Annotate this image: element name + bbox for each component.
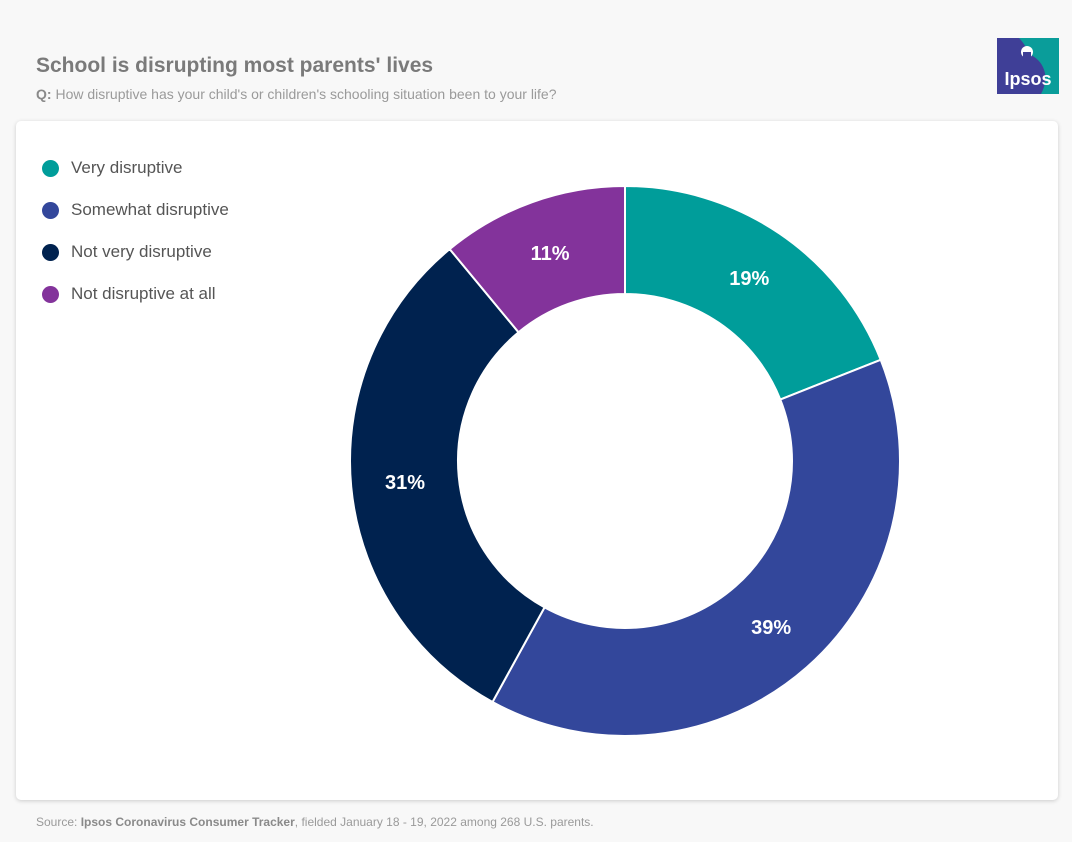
legend-label: Somewhat disruptive bbox=[71, 200, 229, 219]
chart-card: Very disruptive Somewhat disruptive Not ve… bbox=[16, 121, 1058, 800]
chart-title: School is disrupting most parents' lives bbox=[36, 54, 434, 77]
slice-not-very-disruptive bbox=[349, 247, 546, 704]
source-details: , fielded January 18 - 19, 2022 among 26… bbox=[294, 815, 594, 829]
legend-item-very-disruptive: Very disruptive bbox=[42, 147, 229, 189]
logo-text: Ipsos bbox=[1004, 69, 1051, 89]
legend-label: Not disruptive at all bbox=[71, 284, 216, 303]
question-prefix: Q: bbox=[36, 86, 52, 102]
slice-not-disruptive-at-all bbox=[448, 184, 626, 334]
legend-item-not-disruptive-at-all: Not disruptive at all bbox=[42, 273, 229, 315]
data-label-somewhat-disruptive: 39% bbox=[751, 617, 791, 639]
chart-question: Q: How disruptive has your child's or ch… bbox=[36, 86, 557, 102]
donut-chart: 19% 39% 31% 11% bbox=[349, 184, 901, 737]
legend-label: Very disruptive bbox=[71, 158, 183, 177]
chart-legend: Very disruptive Somewhat disruptive Not ve… bbox=[42, 147, 229, 315]
ipsos-logo: Ipsos bbox=[997, 38, 1059, 94]
legend-item-not-very-disruptive: Not very disruptive bbox=[42, 231, 229, 273]
legend-swatch bbox=[42, 201, 59, 219]
source-name: Ipsos Coronavirus Consumer Tracker bbox=[80, 815, 295, 829]
slice-very-disruptive bbox=[624, 184, 882, 401]
source-prefix: Source: bbox=[36, 815, 78, 829]
data-label-not-very-disruptive: 31% bbox=[385, 472, 425, 494]
legend-swatch bbox=[42, 285, 59, 303]
data-label-not-disruptive-at-all: 11% bbox=[531, 243, 570, 265]
legend-swatch bbox=[42, 243, 59, 261]
source-note: Source: Ipsos Coronavirus Consumer Track… bbox=[36, 815, 594, 829]
data-label-very-disruptive: 19% bbox=[729, 268, 769, 290]
question-text: How disruptive has your child's or child… bbox=[55, 86, 557, 102]
legend-label: Not very disruptive bbox=[71, 242, 212, 261]
legend-swatch bbox=[42, 159, 59, 177]
slice-somewhat-disruptive bbox=[491, 358, 901, 737]
legend-item-somewhat-disruptive: Somewhat disruptive bbox=[42, 189, 229, 231]
